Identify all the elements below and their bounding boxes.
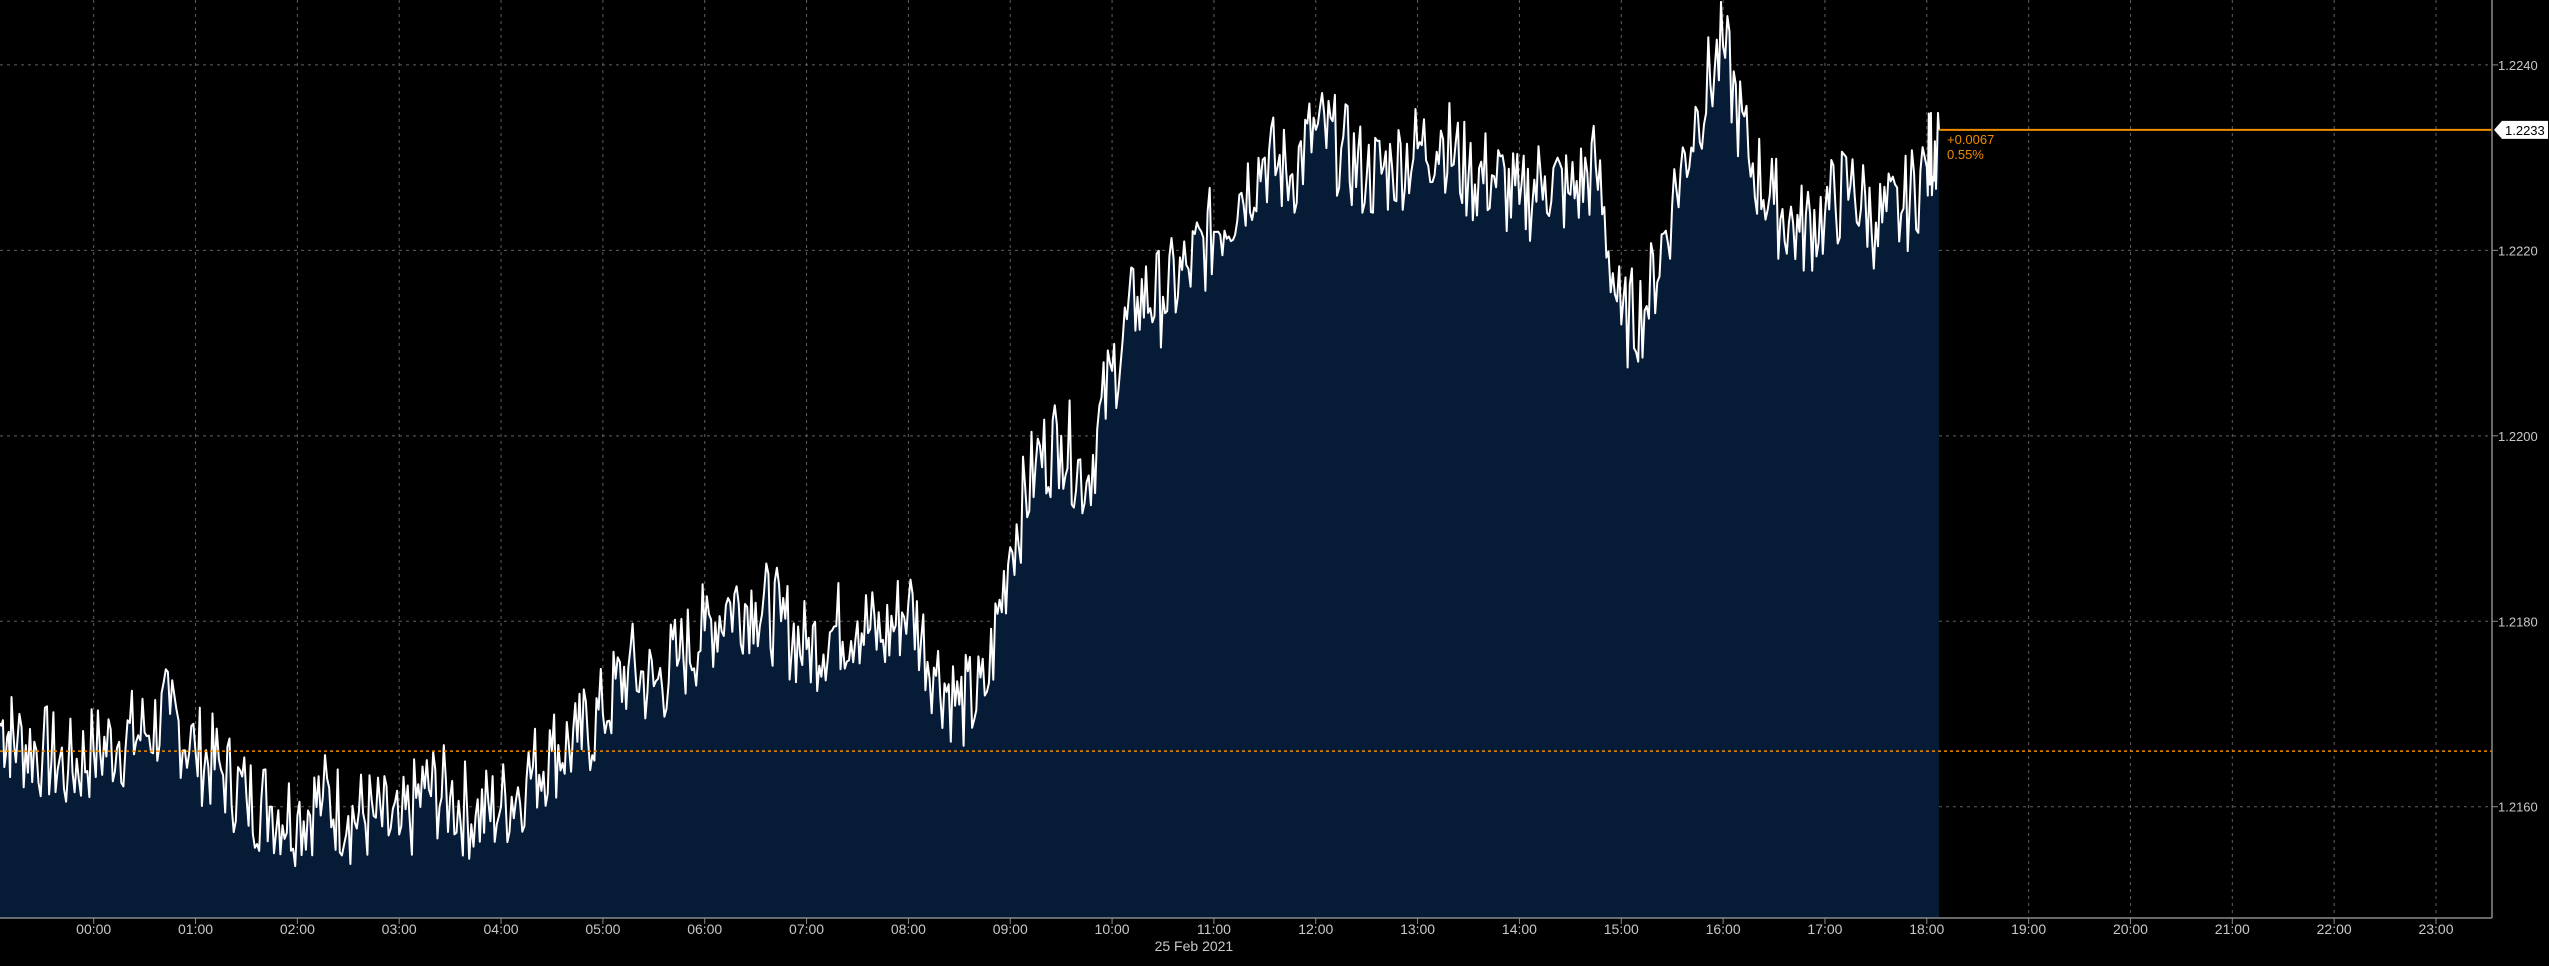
- y-tick-label: 1.2240: [2498, 58, 2538, 73]
- x-tick-label: 03:00: [382, 921, 417, 937]
- change-percent-label: 0.55%: [1947, 147, 1984, 162]
- x-tick-label: 12:00: [1298, 921, 1333, 937]
- x-tick-label: 04:00: [484, 921, 519, 937]
- x-tick-label: 14:00: [1502, 921, 1537, 937]
- x-tick-label: 18:00: [1909, 921, 1944, 937]
- x-tick-label: 21:00: [2215, 921, 2250, 937]
- y-tick-label: 1.2160: [2498, 800, 2538, 815]
- last-price-tag-label: 1.2233: [2505, 123, 2545, 138]
- x-tick-label: 01:00: [178, 921, 213, 937]
- x-axis-ticks: 00:00 01:00 02:00 03:00 04:00 05:00 06:00 07:00…: [76, 918, 2454, 937]
- y-axis-ticks: 1.2160 1.2180 1.2200 1.2220 1.2240: [2492, 58, 2538, 815]
- x-tick-label: 08:00: [891, 921, 926, 937]
- x-tick-label: 23:00: [2418, 921, 2453, 937]
- x-tick-label: 11:00: [1197, 921, 1231, 937]
- last-price-tag: 1.2233: [2494, 120, 2548, 139]
- x-tick-label: 00:00: [76, 921, 111, 937]
- x-tick-label: 22:00: [2317, 921, 2352, 937]
- x-tick-label: 05:00: [585, 921, 620, 937]
- x-tick-label: 20:00: [2113, 921, 2148, 937]
- price-area-fill: [0, 1, 1939, 918]
- x-tick-label: 07:00: [789, 921, 824, 937]
- x-tick-label: 15:00: [1604, 921, 1639, 937]
- y-tick-label: 1.2200: [2498, 429, 2538, 444]
- change-absolute-label: +0.0067: [1947, 132, 1994, 147]
- x-tick-label: 16:00: [1706, 921, 1741, 937]
- price-line: [0, 0, 1940, 868]
- last-price-tag-shape: [2494, 120, 2548, 139]
- y-tick-label: 1.2220: [2498, 243, 2538, 258]
- x-tick-label: 02:00: [280, 921, 315, 937]
- x-tick-label: 13:00: [1400, 921, 1435, 937]
- y-tick-label: 1.2180: [2498, 614, 2538, 629]
- x-tick-label: 19:00: [2011, 921, 2046, 937]
- x-tick-label: 17:00: [1807, 921, 1842, 937]
- x-tick-label: 09:00: [993, 921, 1028, 937]
- x-tick-label: 10:00: [1095, 921, 1130, 937]
- date-label: 25 Feb 2021: [1155, 938, 1234, 954]
- x-tick-label: 06:00: [687, 921, 722, 937]
